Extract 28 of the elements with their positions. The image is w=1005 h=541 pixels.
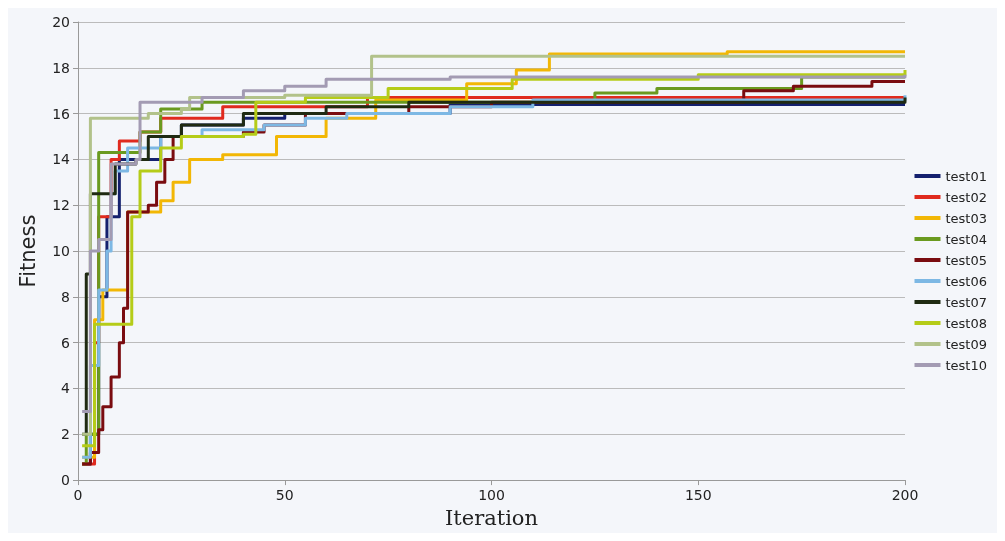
x-tick-label: 0 [73, 487, 83, 504]
y-tick-label: 4 [61, 380, 71, 397]
y-tick-label: 16 [52, 105, 71, 122]
y-tick-label: 6 [61, 334, 71, 351]
x-tick-label: 150 [684, 487, 712, 504]
x-tick-label: 50 [275, 487, 294, 504]
legend-label: test08 [945, 315, 988, 331]
y-tick-label: 10 [52, 243, 70, 260]
y-tick-label: 20 [52, 14, 70, 30]
x-tick-label: 200 [891, 487, 919, 504]
legend-label: test06 [945, 273, 988, 289]
y-tick-label: 14 [52, 151, 71, 168]
legend-label: test09 [945, 336, 988, 352]
x-tick-label: 100 [478, 487, 505, 504]
legend-label: test10 [945, 357, 988, 373]
legend-label: test07 [945, 294, 988, 310]
legend-label: test01 [945, 168, 988, 184]
x-axis-title: Iteration [444, 505, 539, 530]
legend-label: test02 [945, 189, 988, 205]
y-tick-label: 8 [61, 288, 70, 305]
legend-label: test04 [945, 231, 988, 247]
y-tick-label: 18 [52, 59, 70, 76]
y-tick-label: 0 [61, 472, 70, 489]
legend-label: test03 [945, 210, 988, 226]
legend-label: test05 [945, 252, 988, 268]
y-tick-label: 2 [61, 426, 70, 443]
y-axis-title: Fitness [15, 214, 40, 288]
y-tick-label: 12 [52, 197, 70, 214]
